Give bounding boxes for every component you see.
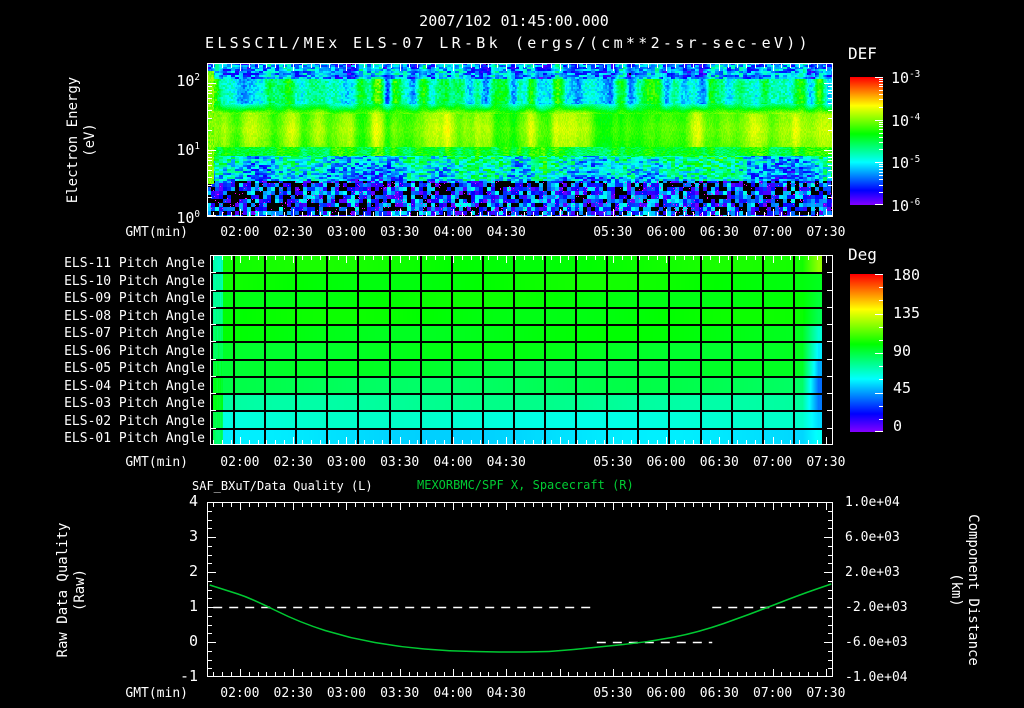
distance-tick-label: 2.0e+03	[845, 565, 900, 580]
time-tick-label: 03:00	[326, 455, 366, 470]
def-colorbar	[850, 77, 883, 205]
gmt-axis-label: GMT(min)	[125, 455, 188, 470]
plot-title-units: (ergs/(cm**2-sr-sec-eV))	[514, 34, 811, 52]
energy-tick-label: 101	[176, 141, 200, 159]
time-tick-label: 02:00	[220, 686, 260, 701]
pitch-row-label: ELS-04 Pitch Angle	[64, 378, 205, 394]
time-tick-label: 07:30	[806, 225, 846, 240]
plot-title: ELSSCIL/MEx ELS-07 LR-Bk (ergs/(cm**2-sr-…	[205, 34, 811, 52]
plot-title-source: ELSSCIL/MEx ELS-07 LR-Bk	[205, 34, 501, 52]
time-tick-label: 04:00	[433, 225, 473, 240]
time-tick-label: 02:30	[273, 455, 313, 470]
gmt-axis-label: GMT(min)	[125, 686, 188, 701]
def-colorbar-tick-label: 10-4	[891, 111, 921, 130]
time-tick-label: 07:00	[753, 225, 793, 240]
energy-tick-label: 102	[176, 72, 200, 90]
energy-tick-label: 100	[176, 209, 200, 227]
distance-tick-label: 6.0e+03	[845, 530, 900, 545]
electron-energy-spectrogram-canvas	[207, 63, 833, 217]
energy-axis-label: Electron Energy (eV)	[65, 76, 98, 204]
quality-tick-label: 2	[188, 562, 198, 580]
pitch-row-label: ELS-01 Pitch Angle	[64, 431, 205, 446]
distance-tick-label: -2.0e+03	[845, 600, 908, 615]
time-tick-label: 06:30	[699, 455, 739, 470]
time-tick-label: 04:00	[433, 686, 473, 701]
bottom-title-left: SAF_BXuT/Data Quality (L)	[192, 479, 373, 493]
pitch-row-label: ELS-11 Pitch Angle	[64, 256, 205, 271]
page-title-datetime: 2007/102 01:45:00.000	[419, 12, 609, 30]
distance-tick-label: 1.0e+04	[845, 495, 900, 510]
deg-colorbar-tick-label: 90	[893, 341, 912, 360]
pitch-row-label: ELS-06 Pitch Angle	[64, 343, 205, 359]
quality-tick-label: 1	[188, 597, 198, 615]
time-tick-label: 05:30	[593, 225, 633, 240]
pitch-row-label: ELS-05 Pitch Angle	[64, 361, 205, 376]
time-tick-label: 07:30	[806, 686, 846, 701]
deg-colorbar-tick-label: 0	[893, 417, 903, 435]
quality-tick-label: 4	[188, 492, 198, 510]
time-tick-label: 04:30	[486, 225, 526, 240]
time-tick-label: 04:30	[486, 455, 526, 470]
time-tick-label: 05:30	[593, 455, 633, 470]
distance-tick-label: -1.0e+04	[845, 670, 908, 685]
time-tick-label: 07:00	[753, 686, 793, 701]
time-tick-label: 03:30	[380, 225, 420, 240]
component-distance-axis-label: Component Distance (km)	[948, 514, 981, 666]
time-tick-label: 02:00	[220, 455, 260, 470]
time-tick-label: 05:30	[593, 686, 633, 701]
pitch-angle-panel-canvas	[210, 255, 833, 445]
time-tick-label: 03:00	[326, 686, 366, 701]
time-tick-label: 03:30	[380, 686, 420, 701]
pitch-row-label: ELS-10 Pitch Angle	[64, 273, 205, 289]
quality-distance-chart-canvas	[207, 502, 833, 677]
deg-colorbar-title: Deg	[848, 245, 877, 264]
def-colorbar-tick-label: 10-5	[891, 154, 921, 173]
quality-tick-label: 0	[188, 632, 198, 650]
deg-colorbar-tick-label: 135	[893, 303, 921, 322]
time-tick-label: 03:00	[326, 225, 366, 240]
time-tick-label: 07:30	[806, 455, 846, 470]
time-tick-label: 04:30	[486, 686, 526, 701]
pitch-row-label: ELS-08 Pitch Angle	[64, 308, 205, 324]
deg-colorbar	[850, 274, 883, 432]
bottom-title-right: MEXORBMC/SPF X, Spacecraft (R)	[417, 478, 634, 492]
pitch-row-label: ELS-02 Pitch Angle	[64, 413, 205, 429]
time-tick-label: 06:00	[646, 225, 686, 240]
def-colorbar-tick-label: 10-3	[891, 69, 921, 87]
time-tick-label: 07:00	[753, 455, 793, 470]
time-tick-label: 04:00	[433, 455, 473, 470]
time-tick-label: 02:30	[273, 225, 313, 240]
time-tick-label: 02:30	[273, 686, 313, 701]
quality-tick-label: 3	[188, 527, 198, 545]
pitch-row-label: ELS-09 Pitch Angle	[64, 291, 205, 306]
time-tick-label: 06:00	[646, 455, 686, 470]
quality-tick-label: -1	[179, 667, 198, 685]
raw-data-quality-axis-label: Raw Data Quality (Raw)	[55, 522, 88, 658]
distance-tick-label: -6.0e+03	[845, 635, 908, 650]
time-tick-label: 06:00	[646, 686, 686, 701]
time-tick-label: 02:00	[220, 225, 260, 240]
def-colorbar-tick-label: 10-6	[891, 197, 921, 215]
time-tick-label: 06:30	[699, 225, 739, 240]
pitch-row-label: ELS-07 Pitch Angle	[64, 326, 205, 341]
def-colorbar-title: DEF	[848, 44, 877, 63]
deg-colorbar-tick-label: 45	[893, 379, 912, 398]
pitch-row-label: ELS-03 Pitch Angle	[64, 396, 205, 411]
time-tick-label: 06:30	[699, 686, 739, 701]
gmt-axis-label: GMT(min)	[125, 225, 188, 240]
deg-colorbar-tick-label: 180	[893, 266, 921, 284]
time-tick-label: 03:30	[380, 455, 420, 470]
